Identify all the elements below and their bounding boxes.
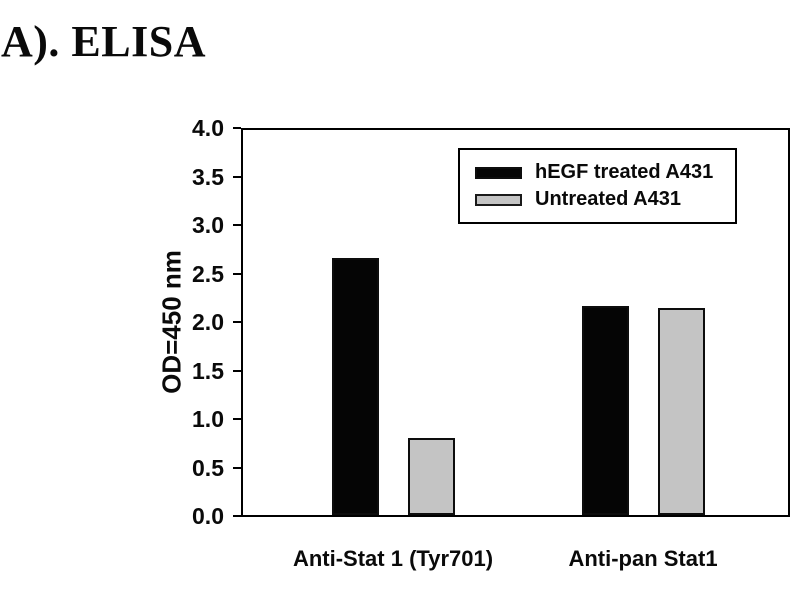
y-axis-tick-label: 3.0 bbox=[192, 212, 224, 238]
y-axis-tick bbox=[233, 515, 241, 517]
y-axis-tick bbox=[233, 127, 241, 129]
legend-item: hEGF treated A431 bbox=[475, 159, 735, 186]
bar bbox=[407, 438, 455, 515]
y-axis-tick bbox=[233, 224, 241, 226]
y-axis-tick-label: 2.0 bbox=[192, 309, 224, 335]
y-axis-tick bbox=[233, 176, 241, 178]
y-axis-tick bbox=[233, 467, 241, 469]
y-axis-tick-label: 1.5 bbox=[192, 358, 224, 384]
legend-label: Untreated A431 bbox=[535, 188, 681, 210]
legend-swatch-gray bbox=[475, 193, 522, 206]
y-axis-tick-label: 1.0 bbox=[192, 406, 224, 432]
legend-label: hEGF treated A431 bbox=[535, 161, 714, 183]
y-axis-tick-label: 4.0 bbox=[192, 115, 224, 141]
y-axis-tick bbox=[233, 418, 241, 420]
y-axis-tick-label: 2.5 bbox=[192, 261, 224, 287]
bar bbox=[581, 306, 629, 515]
figure-title: A). ELISA bbox=[1, 17, 206, 66]
y-axis-tick bbox=[233, 321, 241, 323]
bar bbox=[657, 308, 705, 515]
x-category-label: Anti-Stat 1 (Tyr701) bbox=[292, 546, 494, 571]
y-axis-tick bbox=[233, 370, 241, 372]
bar bbox=[331, 258, 379, 515]
y-axis-tick-label: 0.0 bbox=[192, 503, 224, 529]
legend-swatch-black bbox=[475, 166, 522, 179]
legend-item: Untreated A431 bbox=[475, 186, 735, 213]
y-axis-tick-label: 3.5 bbox=[192, 164, 224, 190]
y-axis-tick-label: 0.5 bbox=[192, 455, 224, 481]
y-axis-tick bbox=[233, 273, 241, 275]
x-category-label: Anti-pan Stat1 bbox=[568, 546, 718, 571]
legend: hEGF treated A431 Untreated A431 bbox=[458, 148, 737, 224]
